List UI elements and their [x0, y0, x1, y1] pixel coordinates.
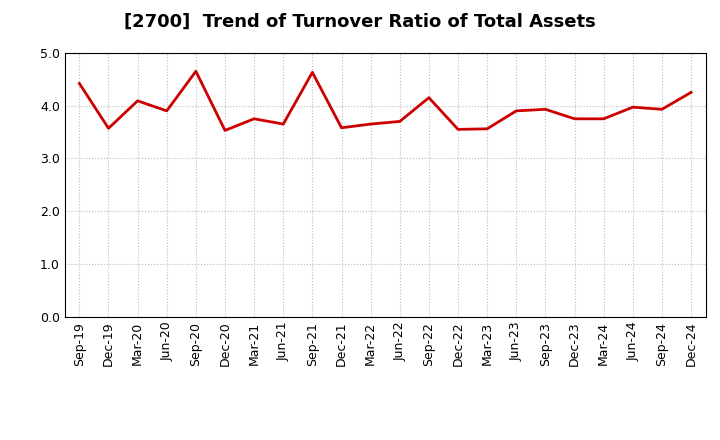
Text: [2700]  Trend of Turnover Ratio of Total Assets: [2700] Trend of Turnover Ratio of Total … — [124, 13, 596, 31]
